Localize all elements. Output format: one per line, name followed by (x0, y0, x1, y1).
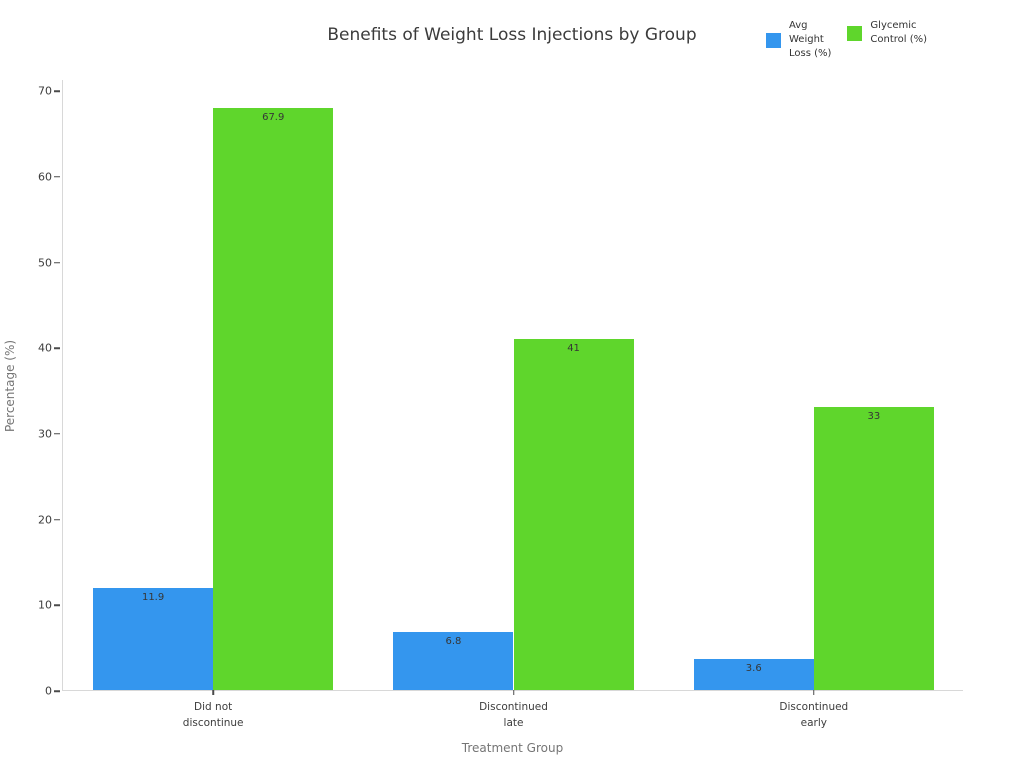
y-axis-title: Percentage (%) (3, 339, 17, 433)
bar-avg-weight-loss: 3.6 (693, 659, 814, 690)
y-tick-mark (54, 90, 60, 92)
legend-label: Glycemic Control (%) (870, 20, 928, 45)
x-tick-mark (813, 690, 815, 695)
y-tick-label: 0 (45, 684, 52, 698)
bar-avg-weight-loss: 6.8 (393, 631, 514, 690)
legend-swatch-icon (766, 32, 781, 48)
y-tick-mark (54, 604, 60, 607)
legend-item: Avg Weight Loss (%) (766, 19, 831, 61)
x-axis-title: Treatment Group (461, 741, 564, 755)
bar-glycemic-control: 33 (813, 407, 934, 690)
x-category-label: Discontinued early (779, 701, 849, 729)
y-tick-mark (54, 347, 60, 349)
y-tick-mark (54, 518, 60, 521)
y-tick-label: 60 (38, 170, 52, 184)
y-tick-mark (54, 176, 60, 178)
bar-value-label: 11.9 (141, 592, 165, 604)
x-tick-mark (512, 690, 515, 695)
y-tick-label: 20 (38, 513, 52, 527)
y-tick-mark (54, 433, 60, 435)
legend-item: Glycemic Control (%) (847, 19, 927, 47)
bar-value-label: 67.9 (262, 112, 285, 124)
legend-label: Avg Weight Loss (%) (789, 20, 832, 59)
x-category-label: Discontinued late (479, 701, 548, 729)
bar-glycemic-control: 41 (513, 338, 634, 690)
y-tick-mark (54, 690, 60, 692)
y-tick-label: 70 (38, 84, 52, 98)
y-tick-label: 50 (38, 256, 52, 270)
bar-avg-weight-loss: 11.9 (93, 588, 214, 690)
y-tick-label: 40 (38, 341, 52, 355)
y-tick-label: 10 (38, 598, 52, 612)
plot-area: 0 10 20 30 40 50 60 70 11.9 67.9 Did not discontin… (38, 80, 963, 729)
x-category-label: Did not discontinue (182, 701, 244, 729)
x-tick-mark (212, 690, 214, 695)
bar-value-label: 33 (867, 411, 881, 423)
legend-swatch-icon (847, 25, 863, 41)
bar-value-label: 41 (567, 342, 580, 354)
y-tick-mark (54, 261, 60, 264)
bar-value-label: 6.8 (445, 635, 462, 647)
bar-glycemic-control: 67.9 (213, 108, 334, 690)
chart-title: Benefits of Weight Loss Injections by Gr… (327, 25, 697, 45)
bar-value-label: 3.6 (745, 663, 762, 675)
legend: Avg Weight Loss (%) Glycemic Control (%) (766, 19, 927, 61)
y-tick-label: 30 (38, 427, 52, 441)
